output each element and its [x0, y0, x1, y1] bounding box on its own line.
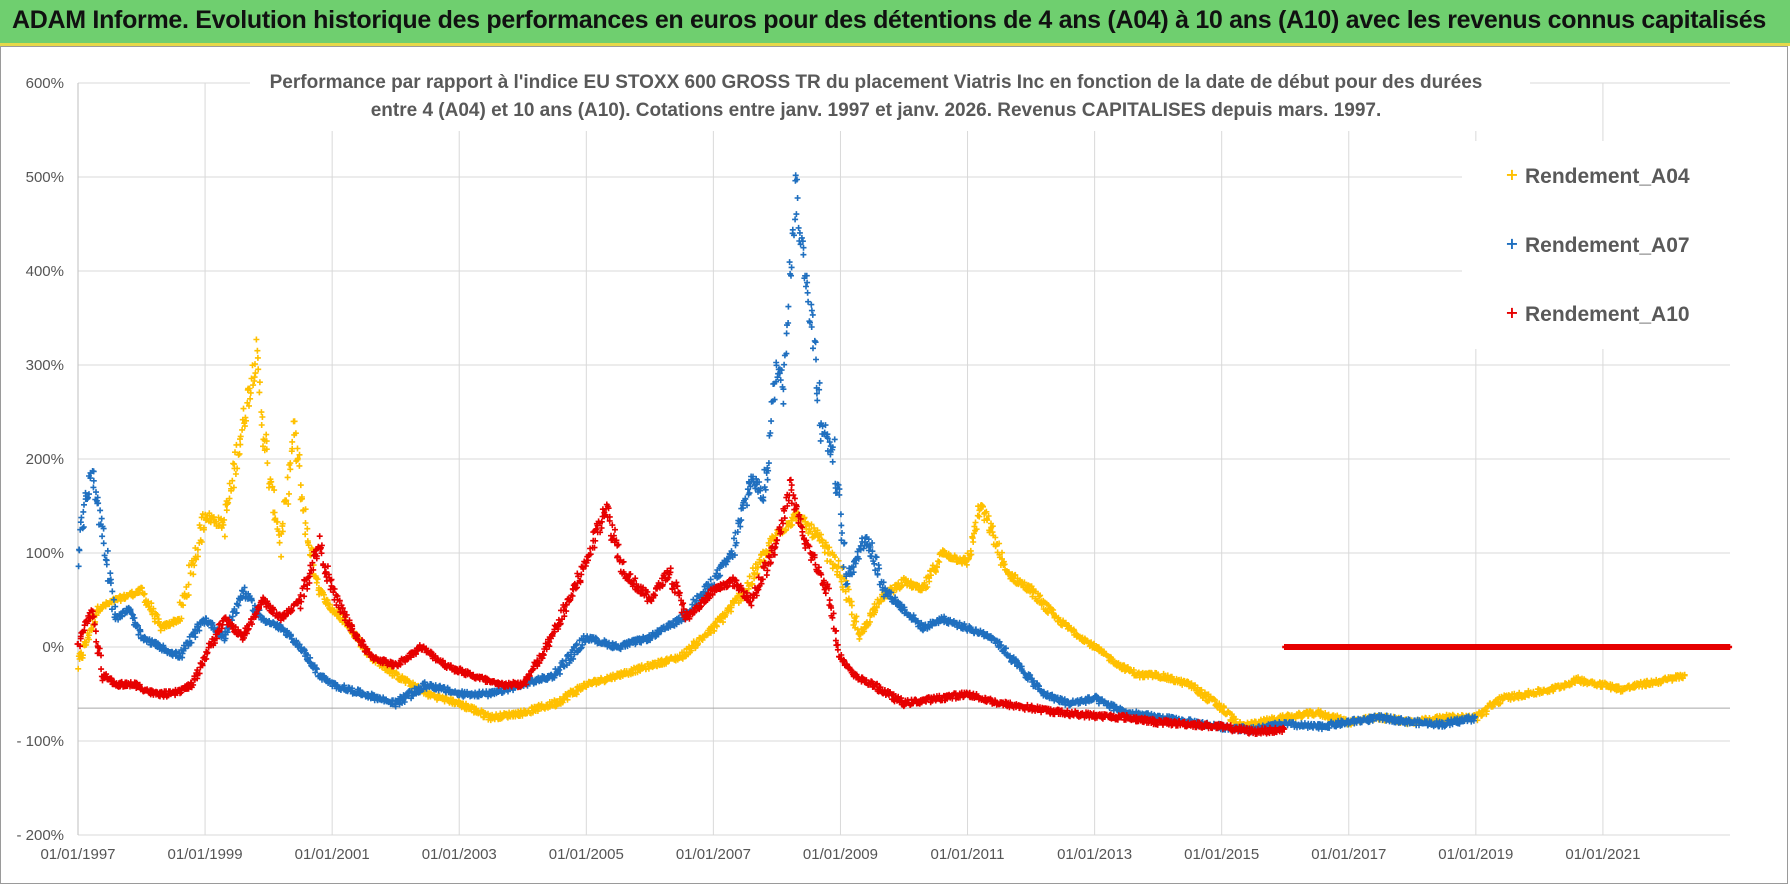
grid-lines	[77, 82, 1730, 836]
x-tick-label: 01/01/1999	[168, 846, 243, 863]
x-tick-label: 01/01/2005	[549, 846, 624, 863]
series-markers	[74, 476, 1288, 737]
legend-item-a04: + Rendement_A04	[1505, 165, 1690, 188]
legend-item-a07: + Rendement_A07	[1505, 234, 1689, 257]
y-tick-label: 200%	[26, 451, 64, 468]
report-title: ADAM Informe. Evolution historique des p…	[12, 6, 1766, 34]
x-tick-label: 01/01/2009	[803, 846, 878, 863]
chart-title-line2: entre 4 (A04) et 10 ans (A10). Cotations…	[371, 100, 1382, 121]
series-3	[1282, 644, 1733, 650]
x-tick-label: 01/01/2003	[422, 846, 497, 863]
x-tick-label: 01/01/2013	[1057, 846, 1132, 863]
y-tick-label: 400%	[26, 263, 64, 280]
legend-label-a10: Rendement_A10	[1525, 303, 1690, 326]
y-tick-label: - 100%	[16, 733, 64, 750]
report-banner: ADAM Informe. Evolution historique des p…	[0, 0, 1790, 46]
legend-marker-a04: +	[1505, 165, 1518, 184]
legend-label-a07: Rendement_A07	[1525, 234, 1690, 257]
x-tick-label: 01/01/2001	[295, 846, 370, 863]
title-backdrop	[250, 66, 1530, 131]
series-markers	[75, 172, 1478, 736]
x-axis-ticks: 01/01/1997 01/01/1999 01/01/2001 01/01/2003…	[40, 846, 1640, 863]
legend-marker-a10: +	[1505, 303, 1518, 322]
chart-frame	[0, 46, 1788, 884]
y-tick-label: 500%	[26, 169, 64, 186]
series-2	[74, 476, 1288, 737]
series-markers	[1282, 644, 1733, 650]
x-tick-label: 01/01/2021	[1565, 846, 1640, 863]
y-axis-ticks: 600% 500% 400% 300% 200% 100% 0% - 100% - 200%	[16, 75, 64, 844]
chart-title-line1: Performance par rapport à l'indice EU ST…	[270, 72, 1483, 93]
legend-item-a10: + Rendement_A10	[1505, 303, 1689, 326]
legend-label-a04: Rendement_A04	[1525, 165, 1690, 188]
series-0	[75, 336, 1688, 731]
y-tick-label: 600%	[26, 75, 64, 92]
chart-area: 600% 500% 400% 300% 200% 100% 0% - 100% - 200% 0…	[16, 66, 1733, 863]
x-tick-label: 01/01/2015	[1184, 846, 1259, 863]
y-tick-label: 0%	[42, 639, 64, 656]
x-tick-label: 01/01/2007	[676, 846, 751, 863]
legend-marker-a07: +	[1505, 234, 1518, 253]
series-markers	[75, 336, 1688, 731]
data-series	[74, 172, 1733, 737]
x-tick-label: 01/01/2017	[1311, 846, 1386, 863]
y-tick-label: 300%	[26, 357, 64, 374]
y-tick-label: 100%	[26, 545, 64, 562]
x-tick-label: 01/01/2019	[1438, 846, 1513, 863]
legend-box	[1462, 141, 1732, 349]
series-1	[75, 172, 1478, 736]
x-tick-label: 01/01/2011	[931, 846, 1005, 863]
y-tick-label: - 200%	[16, 827, 64, 844]
x-tick-label: 01/01/1997	[40, 846, 115, 863]
